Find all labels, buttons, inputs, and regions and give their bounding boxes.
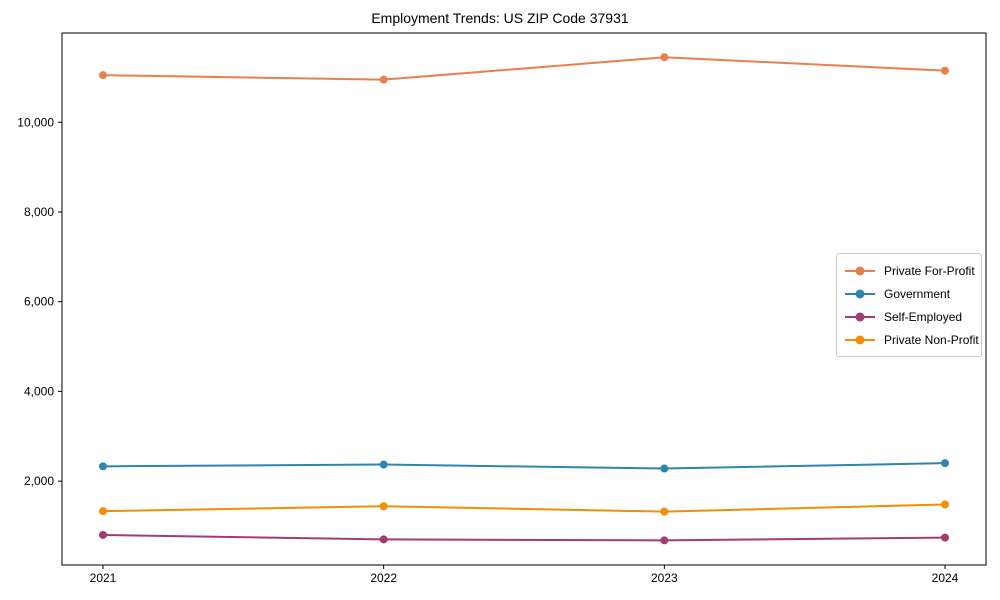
y-axis-tick-label: 4,000 bbox=[24, 384, 54, 398]
legend-item-private-non-profit: Private Non-Profit bbox=[845, 328, 979, 351]
legend-item-government: Government bbox=[845, 282, 973, 305]
x-axis-tick-label: 2022 bbox=[370, 571, 397, 585]
data-point-government-2024 bbox=[941, 459, 949, 468]
series-line-private-for-profit bbox=[102, 56, 946, 81]
legend-line-marker-icon bbox=[845, 266, 875, 275]
data-point-private-for-profit-2022 bbox=[379, 75, 388, 84]
x-axis-tick-label: 2023 bbox=[651, 571, 678, 585]
data-point-private-non-profit-2023 bbox=[660, 507, 669, 516]
legend-circle-marker bbox=[855, 312, 865, 321]
y-axis-tick-label: 2,000 bbox=[24, 474, 54, 488]
series-line-government bbox=[102, 462, 946, 470]
y-axis-tick-label: 6,000 bbox=[24, 295, 54, 309]
legend-circle-marker bbox=[855, 266, 865, 275]
legend-label: Private Non-Profit bbox=[884, 332, 979, 347]
legend-label: Self-Employed bbox=[884, 309, 963, 324]
legend-label: Private For-Profit bbox=[884, 263, 975, 278]
data-point-government-2022 bbox=[379, 460, 388, 469]
chart-title: Employment Trends: US ZIP Code 37931 bbox=[371, 10, 629, 26]
data-point-self-employed-2024 bbox=[941, 533, 949, 542]
x-axis-tick-label: 2024 bbox=[932, 571, 959, 585]
legend-label: Government bbox=[884, 286, 951, 301]
legend-item-self-employed: Self-Employed bbox=[845, 305, 973, 328]
legend-line-marker-icon bbox=[845, 335, 875, 344]
legend-line-marker-icon bbox=[845, 289, 875, 298]
data-point-private-for-profit-2024 bbox=[941, 66, 949, 75]
data-point-government-2023 bbox=[660, 464, 669, 473]
data-point-self-employed-2023 bbox=[660, 536, 669, 545]
y-axis-tick-label: 10,000 bbox=[17, 115, 54, 129]
data-point-private-for-profit-2023 bbox=[660, 53, 669, 62]
plot-border bbox=[61, 32, 987, 566]
data-point-government-2021 bbox=[99, 462, 107, 471]
legend-item-private-for-profit: Private For-Profit bbox=[845, 259, 975, 282]
y-axis-tick-label: 8,000 bbox=[24, 205, 54, 219]
legend-circle-marker bbox=[855, 289, 865, 298]
data-point-private-non-profit-2021 bbox=[99, 507, 107, 516]
legend: Private For-Profit Government Self-Employe… bbox=[836, 253, 982, 357]
data-point-self-employed-2022 bbox=[379, 535, 388, 544]
series-line-self-employed bbox=[102, 533, 946, 542]
data-point-self-employed-2021 bbox=[99, 530, 107, 539]
legend-line-marker-icon bbox=[845, 312, 875, 321]
data-point-private-non-profit-2022 bbox=[379, 502, 388, 511]
data-point-private-non-profit-2024 bbox=[941, 500, 949, 509]
x-axis-tick-label: 2021 bbox=[90, 571, 117, 585]
data-point-private-for-profit-2021 bbox=[99, 71, 107, 80]
series-line-private-non-profit bbox=[102, 503, 946, 513]
legend-circle-marker bbox=[855, 335, 865, 344]
